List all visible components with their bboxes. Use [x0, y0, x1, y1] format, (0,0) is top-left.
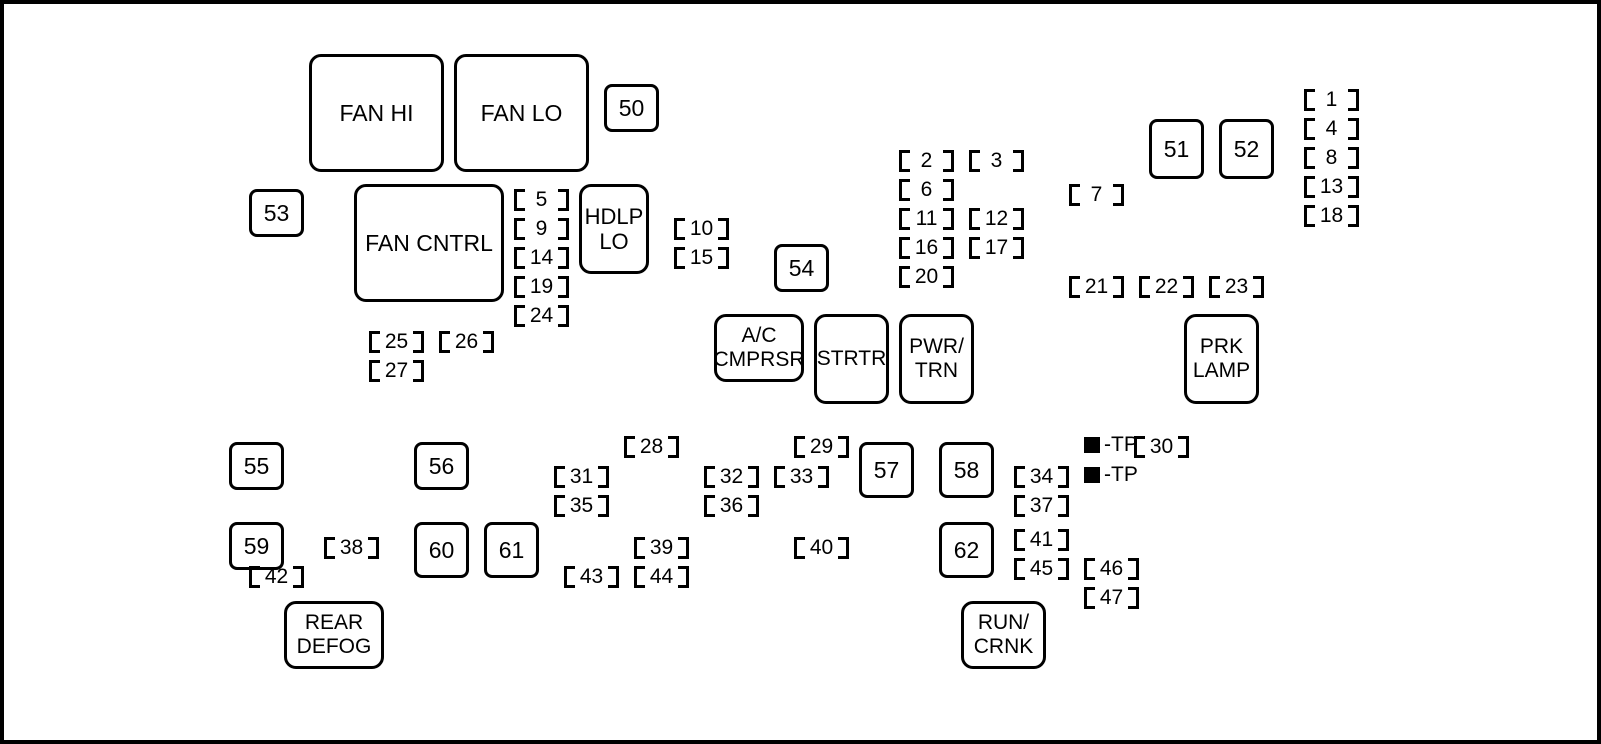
relay-n51: 51: [1149, 119, 1204, 179]
fuse-f47: 47: [1084, 587, 1139, 609]
tp-label: -TP: [1104, 433, 1138, 457]
relay-n56: 56: [414, 442, 469, 490]
fuse-f40: 40: [794, 537, 849, 559]
tp-label: -TP: [1104, 463, 1138, 487]
fuse-f15: 15: [674, 247, 729, 269]
tp-square-icon: [1084, 437, 1100, 453]
fuse-f27: 27: [369, 360, 424, 382]
fuse-f30: 30: [1134, 436, 1189, 458]
relay-n54: 54: [774, 244, 829, 292]
relay-n52: 52: [1219, 119, 1274, 179]
fuse-f12: 12: [969, 208, 1024, 230]
relay-fan_cntrl: FAN CNTRL: [354, 184, 504, 302]
fuse-f25: 25: [369, 331, 424, 353]
fuse-f13: 13: [1304, 176, 1359, 198]
fuse-f43: 43: [564, 566, 619, 588]
relay-n58: 58: [939, 442, 994, 498]
fuse-f24: 24: [514, 305, 569, 327]
fuse-f23: 23: [1209, 276, 1264, 298]
fuse-f1: 1: [1304, 89, 1359, 111]
relay-fan_hi: FAN HI: [309, 54, 444, 172]
relay-prk_lamp: PRKLAMP: [1184, 314, 1259, 404]
testpoint-tp1: -TP: [1084, 434, 1138, 456]
fuse-f26: 26: [439, 331, 494, 353]
fuse-f18: 18: [1304, 205, 1359, 227]
fuse-f17: 17: [969, 237, 1024, 259]
fuse-f39: 39: [634, 537, 689, 559]
relay-rear_defog: REARDEFOG: [284, 601, 384, 669]
fuse-f14: 14: [514, 247, 569, 269]
fuse-f41: 41: [1014, 529, 1069, 551]
fuse-f44: 44: [634, 566, 689, 588]
tp-square-icon: [1084, 467, 1100, 483]
fuse-f3: 3: [969, 150, 1024, 172]
fuse-f42: 42: [249, 566, 304, 588]
fuse-f45: 45: [1014, 558, 1069, 580]
fuse-f8: 8: [1304, 147, 1359, 169]
fuse-f16: 16: [899, 237, 954, 259]
fuse-f5: 5: [514, 189, 569, 211]
relay-n62: 62: [939, 522, 994, 578]
fuse-f46: 46: [1084, 558, 1139, 580]
fuse-f32: 32: [704, 466, 759, 488]
fuse-f37: 37: [1014, 495, 1069, 517]
fuse-f34: 34: [1014, 466, 1069, 488]
relay-n50: 50: [604, 84, 659, 132]
relay-hdlp_lo: HDLPLO: [579, 184, 649, 274]
relay-fan_lo: FAN LO: [454, 54, 589, 172]
relay-n57: 57: [859, 442, 914, 498]
fuse-f9: 9: [514, 218, 569, 240]
relay-n53: 53: [249, 189, 304, 237]
fuse-f19: 19: [514, 276, 569, 298]
fuse-f33: 33: [774, 466, 829, 488]
fuse-f21: 21: [1069, 276, 1124, 298]
relay-n59: 59: [229, 522, 284, 570]
relay-strtr: STRTR: [814, 314, 889, 404]
fuse-f28: 28: [624, 436, 679, 458]
relay-n61: 61: [484, 522, 539, 578]
relay-run_crnk: RUN/CRNK: [961, 601, 1046, 669]
fuse-f31: 31: [554, 466, 609, 488]
fuse-f10: 10: [674, 218, 729, 240]
testpoint-tp2: -TP: [1084, 464, 1138, 486]
fuse-f11: 11: [899, 208, 954, 230]
fuse-f2: 2: [899, 150, 954, 172]
fuse-f20: 20: [899, 266, 954, 288]
fuse-box-diagram: FAN HIFAN LO FAN CNTRL HDLPLO A/CCMPRSRSTRT…: [0, 0, 1601, 744]
relay-n55: 55: [229, 442, 284, 490]
fuse-f29: 29: [794, 436, 849, 458]
fuse-f22: 22: [1139, 276, 1194, 298]
relay-ac_cmprsr: A/CCMPRSR: [714, 314, 804, 382]
fuse-f7: 7: [1069, 184, 1124, 206]
fuse-f6: 6: [899, 179, 954, 201]
fuse-f36: 36: [704, 495, 759, 517]
relay-pwr_trn: PWR/TRN: [899, 314, 974, 404]
relay-n60: 60: [414, 522, 469, 578]
fuse-f35: 35: [554, 495, 609, 517]
fuse-f38: 38: [324, 537, 379, 559]
fuse-f4: 4: [1304, 118, 1359, 140]
